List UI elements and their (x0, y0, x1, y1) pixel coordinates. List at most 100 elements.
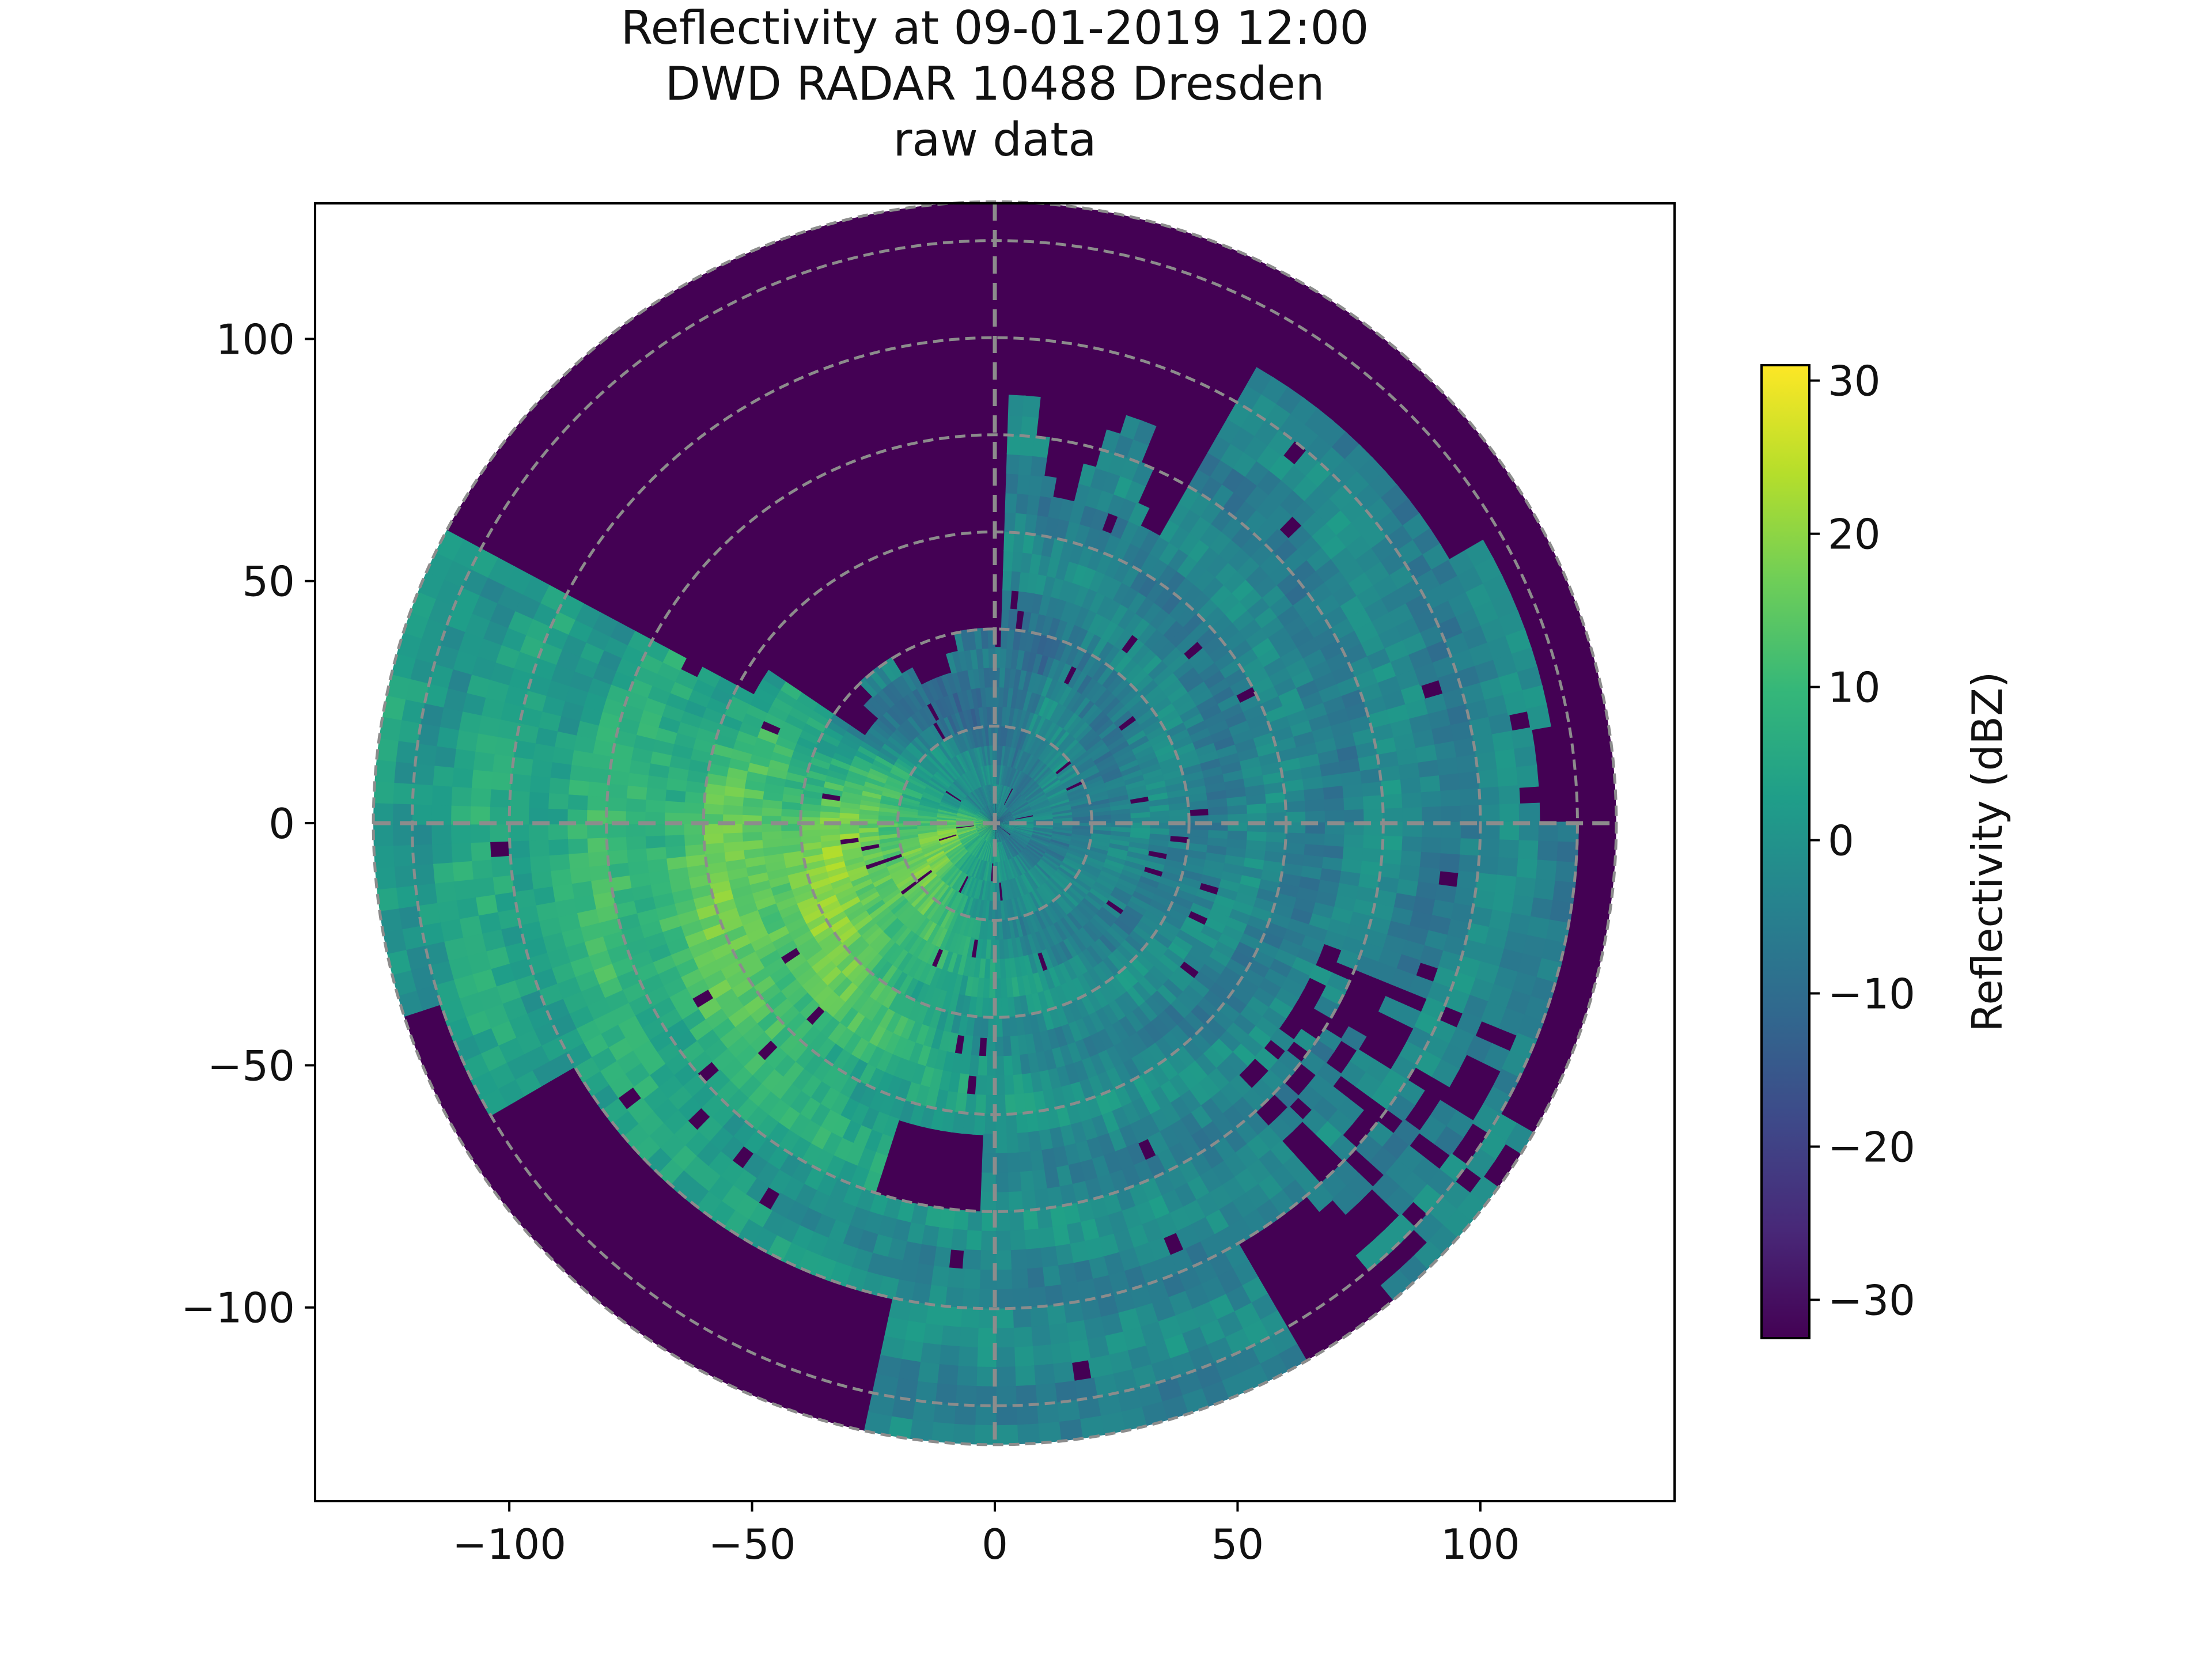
radar-gate (1101, 767, 1123, 780)
radar-gate (884, 1012, 902, 1035)
radar-gate (1063, 777, 1084, 790)
radar-gate (1070, 799, 1092, 808)
radar-gate (1158, 756, 1181, 770)
radar-gate (997, 783, 1001, 804)
radar-gate (889, 731, 908, 749)
radar-gate (1002, 1055, 1013, 1077)
radar-gate (750, 744, 774, 760)
radar-gate (1099, 722, 1119, 740)
radar-gate (997, 842, 1001, 863)
radar-gate (1040, 719, 1054, 740)
radar-gate (1074, 1039, 1091, 1062)
radar-gate (1124, 860, 1146, 872)
radar-gate (1016, 774, 1031, 792)
radar-gate (1069, 842, 1091, 851)
radar-gate (1013, 829, 1033, 838)
radar-gate (1020, 852, 1035, 869)
radar-gate (1038, 929, 1051, 951)
radar-gate (955, 873, 968, 893)
radar-gate (888, 865, 910, 879)
x-tick-label: −50 (709, 1520, 796, 1569)
radar-gate (940, 865, 956, 882)
radar-gate (934, 860, 952, 877)
radar-gate (984, 685, 991, 707)
radar-gate (1284, 790, 1306, 804)
radar-gate (977, 786, 987, 806)
radar-gate (1163, 619, 1185, 642)
radar-gate (880, 987, 899, 1010)
radar-gate (1094, 688, 1113, 709)
radar-gate (1112, 581, 1132, 605)
radar-gate (983, 784, 990, 805)
radar-gate (1001, 785, 1010, 805)
radar-gate (1084, 895, 1104, 912)
radar-gate (886, 945, 904, 967)
radar-gate (1002, 589, 1012, 611)
radar-gate (1124, 692, 1145, 711)
radar-gate (995, 823, 1005, 842)
radar-gate (1104, 599, 1123, 622)
radar-gate (935, 815, 957, 820)
radar-gate (1034, 694, 1047, 715)
radar-gate (1043, 721, 1058, 741)
radar-gate (1138, 756, 1161, 771)
radar-gate (983, 666, 991, 688)
radar-gate (1113, 918, 1134, 937)
radar-gate (918, 798, 940, 808)
radar-gate (972, 879, 981, 900)
radar-gate (931, 882, 948, 902)
radar-gate (1018, 896, 1029, 917)
radar-gate (839, 796, 861, 805)
radar-gate (1204, 711, 1228, 729)
radar-gate (957, 752, 969, 772)
radar-gate (1200, 703, 1224, 722)
radar-gate (1045, 677, 1059, 699)
radar-gate (1016, 1035, 1028, 1056)
radar-gate (980, 764, 987, 786)
radar-gate (915, 817, 937, 821)
radar-gate (1112, 887, 1134, 902)
radar-gate (937, 863, 955, 881)
radar-gate (939, 908, 953, 930)
radar-gate (796, 935, 819, 955)
radar-gate (1104, 730, 1126, 748)
radar-gate (937, 806, 958, 814)
radar-gate (1129, 896, 1151, 912)
radar-gate (1018, 688, 1029, 710)
radar-gate (967, 769, 978, 789)
radar-gate (995, 808, 1010, 824)
radar-gate (1081, 1036, 1099, 1059)
radar-gate (980, 808, 995, 824)
radar-gate (1126, 986, 1146, 1009)
radar-gate (1230, 639, 1255, 661)
radar-gate (1029, 869, 1044, 888)
radar-gate (1096, 1028, 1115, 1052)
radar-gate (1091, 637, 1109, 659)
radar-gate (986, 861, 991, 883)
radar-gate (968, 792, 983, 809)
radar-gate (1207, 798, 1229, 809)
radar-gate (702, 822, 724, 835)
radar-gate (1090, 833, 1112, 840)
radar-gate (841, 785, 863, 796)
radar-gate (1036, 991, 1050, 1013)
radar-gate (1162, 865, 1185, 878)
radar-gate (805, 979, 828, 1001)
radar-gate (922, 899, 938, 919)
radar-gate (982, 861, 988, 882)
radar-gate (1213, 685, 1237, 706)
radar-gate (1013, 531, 1027, 553)
radar-gate (1010, 834, 1028, 849)
radar-gate (1171, 935, 1194, 955)
radar-gate (1060, 600, 1076, 623)
radar-gate (863, 953, 883, 974)
radar-gate (836, 740, 858, 756)
radar-gate (1007, 837, 1023, 854)
radar-gate (1158, 954, 1180, 975)
radar-gate (858, 891, 880, 907)
radar-gate (757, 949, 781, 969)
radar-gate (998, 939, 1005, 961)
radar-gate (899, 842, 921, 851)
radar-gate (1149, 607, 1171, 631)
radar-gate (1216, 744, 1240, 760)
